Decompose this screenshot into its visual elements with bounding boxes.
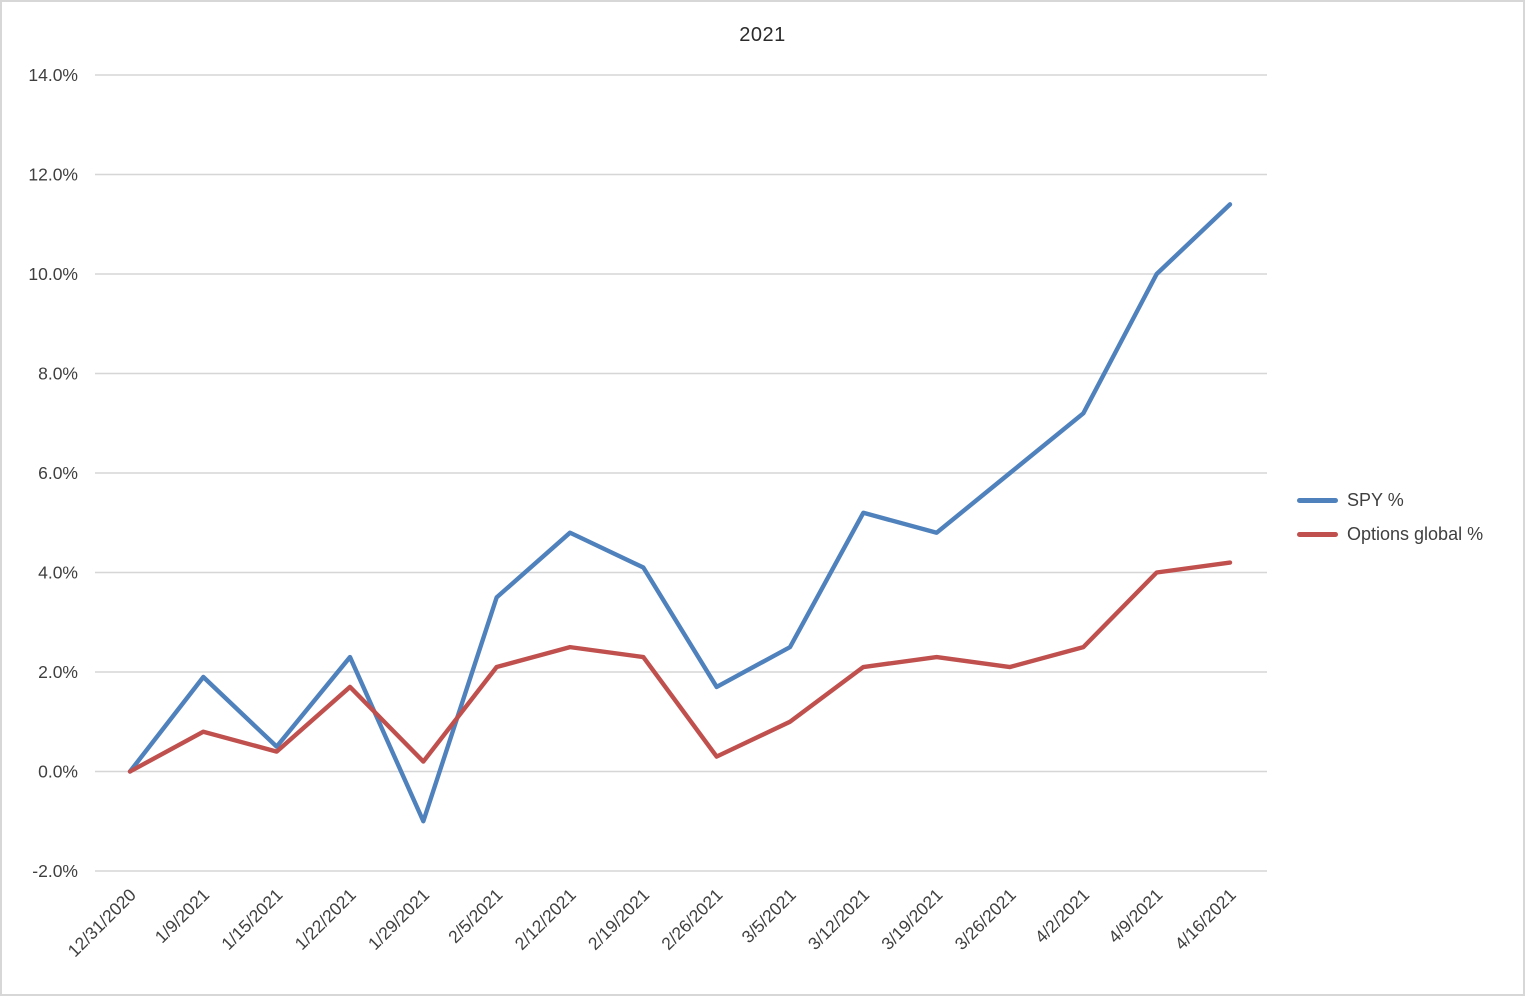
x-tick-label: 2/12/2021 <box>511 885 580 954</box>
chart-title: 2021 <box>739 24 786 46</box>
legend-swatch-icon <box>1297 532 1338 537</box>
x-tick-label: 3/26/2021 <box>951 885 1020 954</box>
series-line-options-global <box>127 560 1233 774</box>
y-tick-label: 2.0% <box>38 662 78 682</box>
y-tick-label: 6.0% <box>38 463 78 483</box>
y-tick-label: 4.0% <box>38 563 78 583</box>
y-tick-label: 8.0% <box>38 364 78 384</box>
legend-label: Options global % <box>1347 524 1484 544</box>
legend-item: Options global % <box>1297 524 1483 545</box>
x-tick-label: 2/26/2021 <box>657 885 726 954</box>
legend-label: SPY % <box>1347 490 1404 510</box>
x-tick-label: 3/12/2021 <box>804 885 873 954</box>
x-tick-label: 1/22/2021 <box>291 885 360 954</box>
x-tick-label: 3/19/2021 <box>877 885 946 954</box>
y-tick-label: 14.0% <box>28 65 78 85</box>
x-tick-label: 4/9/2021 <box>1104 885 1166 947</box>
y-tick-label: 10.0% <box>28 264 78 284</box>
x-tick-label: 12/31/2020 <box>64 885 140 961</box>
y-tick-label: -2.0% <box>32 861 78 881</box>
series-line-spy <box>127 202 1233 824</box>
x-tick-label: 1/29/2021 <box>364 885 433 954</box>
x-tick-label: 4/2/2021 <box>1031 885 1093 947</box>
y-tick-label: 12.0% <box>28 165 78 185</box>
legend-swatch-icon <box>1297 498 1338 503</box>
legend: SPY % Options global % <box>1297 490 1483 545</box>
x-tick-label: 1/15/2021 <box>217 885 286 954</box>
x-tick-label: 3/5/2021 <box>738 885 800 947</box>
legend-item: SPY % <box>1297 490 1483 511</box>
x-tick-label: 2/5/2021 <box>444 885 506 947</box>
y-tick-label: 0.0% <box>38 762 78 782</box>
x-tick-label: 4/16/2021 <box>1171 885 1240 954</box>
x-tick-label: 1/9/2021 <box>151 885 213 947</box>
x-tick-label: 2/19/2021 <box>584 885 653 954</box>
